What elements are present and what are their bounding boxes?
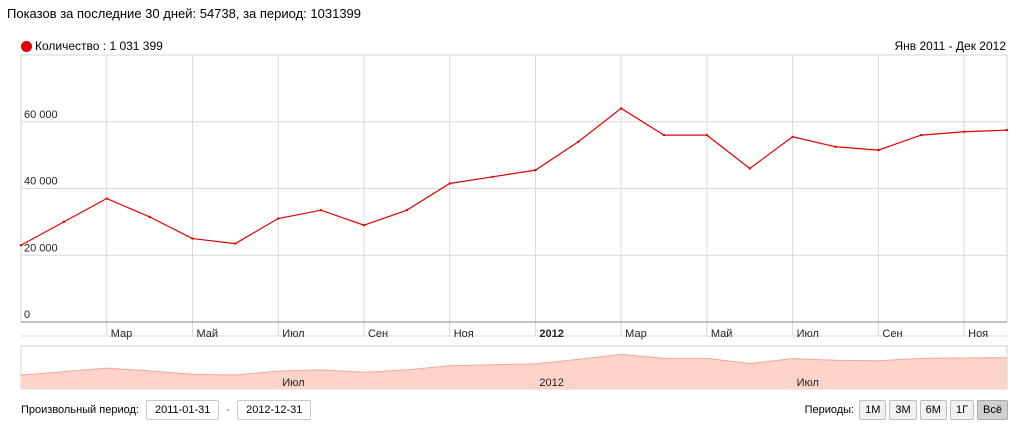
- y-axis-ticks: 0 20 000 40 000 60 000: [24, 109, 58, 321]
- navigator[interactable]: Июл 2012 Июл: [20, 345, 1008, 390]
- navigator-label: Июл: [282, 377, 304, 389]
- series-point: [791, 135, 794, 138]
- series-point: [277, 217, 280, 220]
- plot-grid: [20, 54, 1008, 337]
- x-tick-label: Июл: [282, 328, 304, 340]
- custom-period-label: Произвольный период:: [21, 404, 139, 416]
- series-point: [705, 133, 709, 137]
- x-tick-label: Май: [711, 328, 733, 340]
- y-tick-label: 60 000: [24, 109, 58, 121]
- legend-label: Количество : 1 031 399: [35, 39, 163, 53]
- series-point: [148, 215, 151, 219]
- series-point: [962, 130, 966, 133]
- navigator-area: [21, 354, 1007, 389]
- x-tick-label: 2012: [539, 328, 563, 340]
- navigator-line: [20, 353, 1008, 376]
- series-point: [405, 208, 409, 212]
- x-tick-label: Мар: [111, 328, 133, 340]
- date-separator: -: [226, 404, 231, 416]
- x-tick-label: Ноя: [968, 328, 988, 340]
- period-button-3m[interactable]: 3М: [889, 400, 917, 420]
- navigator-label: Июл: [797, 377, 819, 389]
- series-line: [20, 107, 1008, 246]
- series-point: [62, 220, 66, 224]
- period-button-all[interactable]: Всё: [977, 400, 1008, 420]
- x-tick-label: Май: [196, 328, 218, 340]
- x-axis-ticks: Мар Май Июл Сен Ноя 2012 Мар Май Июл Сен Ноя: [111, 328, 988, 340]
- y-tick-label: 40 000: [24, 176, 58, 188]
- series-point: [319, 208, 323, 212]
- x-tick-label: Сен: [882, 328, 902, 340]
- series-point: [191, 237, 194, 240]
- date-range-label: Янв 2011 - Дек 2012: [894, 39, 1006, 53]
- series-point: [748, 167, 751, 170]
- series-point: [619, 107, 623, 110]
- series-point: [362, 224, 366, 227]
- x-tick-label: Июл: [797, 328, 819, 340]
- series-point: [491, 175, 494, 179]
- series-point: [662, 133, 666, 137]
- legend[interactable]: Количество : 1 031 399: [21, 39, 163, 53]
- to-date-input[interactable]: 2012-12-31: [237, 400, 312, 420]
- series-point: [448, 182, 451, 185]
- x-tick-label: Сен: [368, 328, 388, 340]
- period-button-6m[interactable]: 6М: [919, 400, 947, 420]
- navigator-label: 2012: [539, 377, 563, 389]
- y-tick-label: 20 000: [24, 242, 58, 254]
- series-points: [19, 107, 1009, 247]
- series-point: [534, 168, 537, 172]
- series-point: [834, 145, 837, 148]
- series-point: [105, 197, 108, 200]
- custom-period: Произвольный период: 2011-01-31 - 2012-1…: [21, 400, 312, 420]
- series-point: [920, 133, 923, 137]
- series-point: [234, 242, 237, 245]
- y-tick-label: 0: [24, 309, 30, 321]
- series-point: [577, 140, 580, 143]
- period-button-1m[interactable]: 1М: [859, 400, 887, 420]
- x-tick-label: Мар: [625, 328, 647, 340]
- legend-dot-icon: [21, 40, 32, 52]
- periods-label: Периоды:: [804, 404, 855, 416]
- summary-text: Показов за последние 30 дней: 54738, за …: [7, 6, 362, 21]
- series-point: [19, 244, 23, 247]
- x-tick-label: Ноя: [454, 328, 474, 340]
- series-point: [877, 148, 880, 152]
- periods-selector: Периоды: 1М 3М 6М 1Г Всё: [805, 400, 1008, 420]
- series-point: [1005, 128, 1009, 132]
- from-date-input[interactable]: 2011-01-31: [145, 400, 220, 420]
- period-button-1y[interactable]: 1Г: [949, 400, 975, 420]
